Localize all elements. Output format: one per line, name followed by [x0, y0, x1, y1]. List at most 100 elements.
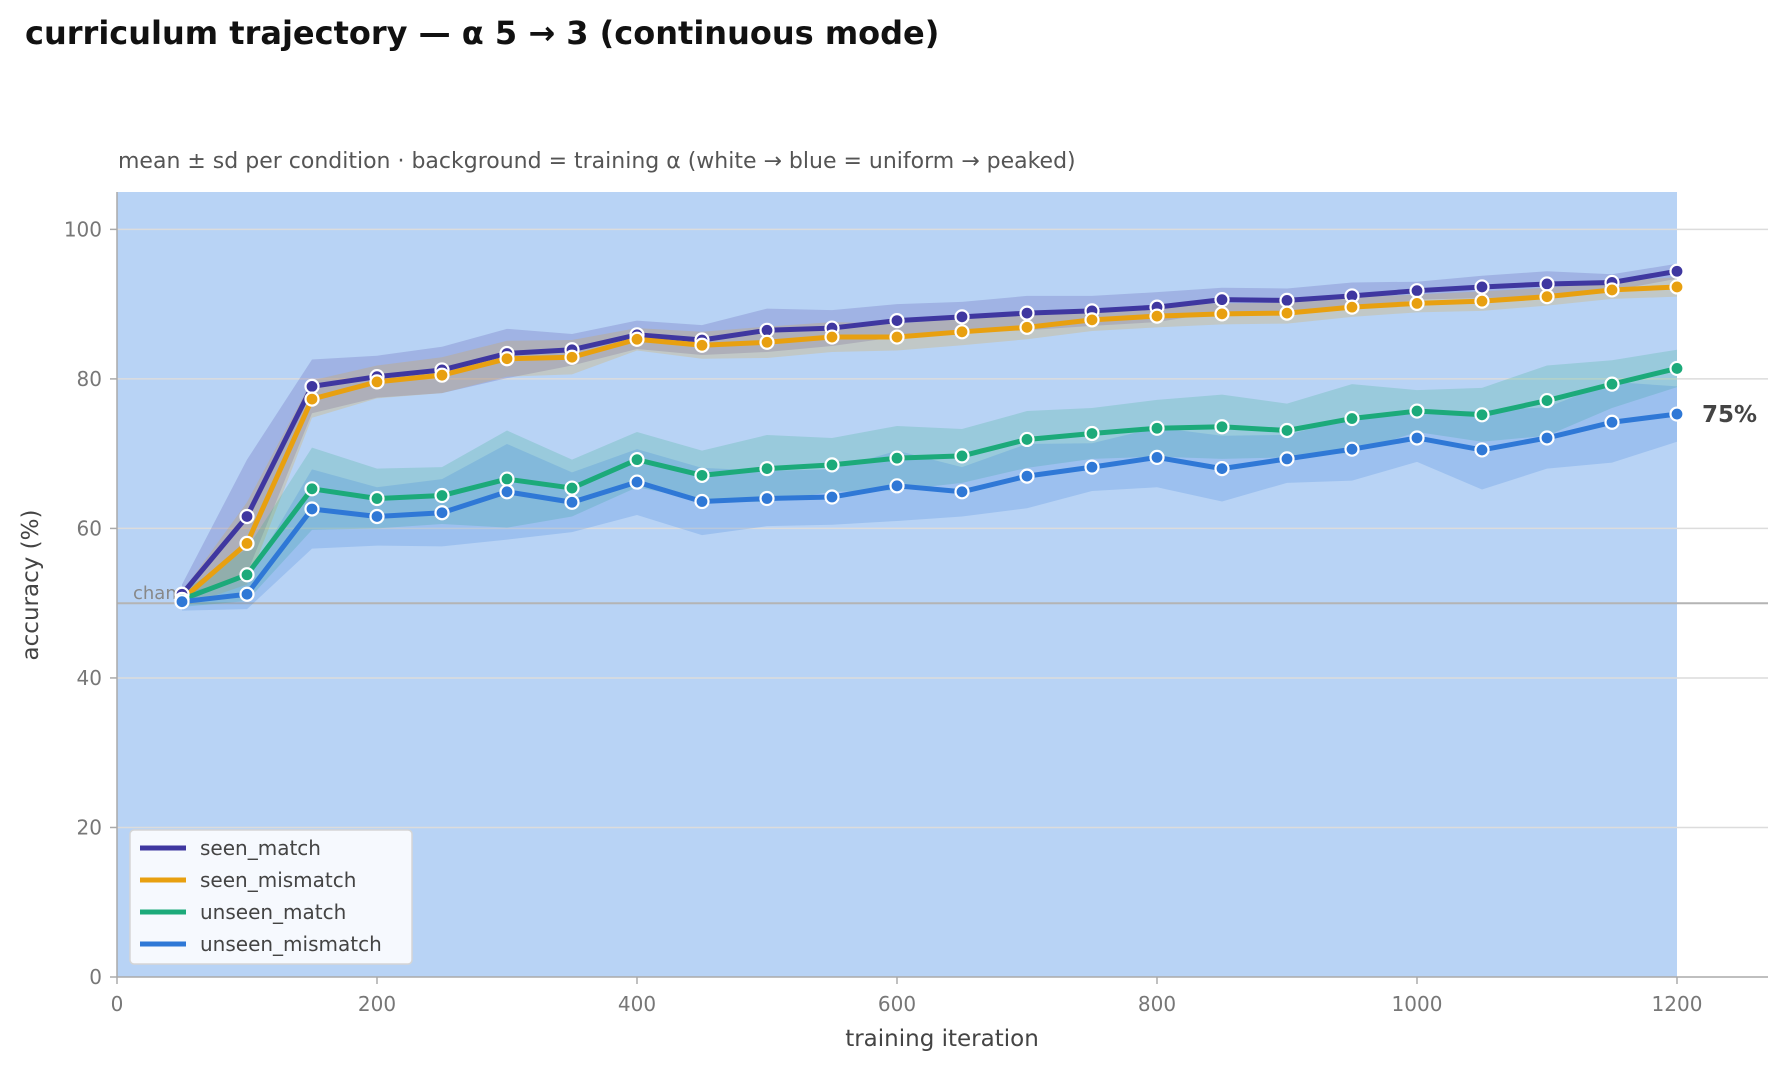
y-tick-label-20: 20 — [77, 815, 102, 839]
chart-subtitle: mean ± sd per condition · background = t… — [118, 149, 1076, 174]
unseen_match-point-1000 — [1409, 403, 1425, 419]
legend-label-unseen_match: unseen_match — [200, 900, 346, 924]
unseen_mismatch-point-200 — [369, 508, 385, 525]
x-tick-label-1200: 1200 — [1652, 992, 1703, 1016]
unseen_mismatch-point-650 — [954, 484, 970, 500]
unseen_match-point-1200 — [1669, 360, 1685, 377]
unseen_match-point-150 — [304, 481, 320, 497]
unseen_match-point-200 — [369, 490, 385, 507]
y-axis-label: accuracy (%) — [18, 510, 44, 661]
seen_match-point-600 — [889, 312, 905, 329]
unseen_match-point-650 — [954, 448, 970, 464]
unseen_match-point-250 — [434, 487, 450, 504]
seen_mismatch-point-500 — [759, 334, 775, 350]
y-tick-label-40: 40 — [77, 666, 102, 690]
unseen_mismatch-point-600 — [889, 478, 905, 494]
unseen_mismatch-point-350 — [564, 494, 580, 510]
unseen_mismatch-point-700 — [1019, 468, 1035, 484]
legend-label-unseen_mismatch: unseen_mismatch — [200, 932, 382, 956]
seen_mismatch-point-350 — [564, 349, 580, 365]
series-lines — [179, 268, 1680, 605]
seen_match-point-1200 — [1669, 263, 1685, 279]
unseen_mismatch-point-750 — [1084, 459, 1100, 475]
seen_mismatch-point-450 — [694, 337, 710, 353]
unseen_mismatch-point-450 — [694, 493, 710, 510]
unseen_mismatch-point-850 — [1214, 461, 1230, 477]
seen_mismatch-point-900 — [1279, 305, 1295, 321]
seen_mismatch-point-100 — [239, 535, 255, 551]
unseen_match-point-350 — [564, 480, 580, 496]
legend-label-seen_mismatch: seen_mismatch — [200, 868, 356, 892]
seen_mismatch-point-1150 — [1604, 282, 1620, 298]
legend: seen_match seen_mismatch unseen_matchunsee… — [129, 829, 413, 965]
unseen_mismatch-point-250 — [434, 505, 450, 521]
unseen_match-point-850 — [1214, 419, 1230, 435]
unseen_mismatch-point-1000 — [1409, 430, 1425, 446]
unseen_mismatch-point-400 — [629, 474, 645, 490]
unseen_match-point-400 — [629, 452, 645, 468]
x-tick-label-200: 200 — [358, 992, 396, 1016]
seen_match-point-1050 — [1474, 279, 1490, 295]
end-annotation: 75% — [1702, 402, 1757, 428]
unseen_match-point-450 — [694, 467, 710, 483]
unseen_mismatch-point-300 — [499, 484, 515, 500]
unseen_match-point-1150 — [1604, 376, 1620, 392]
seen_match-point-650 — [954, 309, 970, 325]
unseen_match-point-100 — [239, 567, 255, 583]
seen_match-point-700 — [1019, 305, 1035, 321]
seen_mismatch-point-600 — [889, 329, 905, 345]
seen_mismatch-point-250 — [434, 367, 450, 383]
unseen_mismatch-line — [179, 411, 1680, 605]
unseen_match-point-900 — [1279, 422, 1295, 439]
seen_match-point-850 — [1214, 292, 1230, 308]
unseen_mismatch-point-550 — [824, 489, 840, 505]
seen_mismatch-point-200 — [369, 374, 385, 390]
y-tick-label-80: 80 — [77, 367, 102, 391]
x-axis-label: training iteration — [845, 1026, 1039, 1052]
unseen_mismatch-point-950 — [1344, 441, 1360, 457]
seen_mismatch-point-800 — [1149, 308, 1165, 324]
seen_mismatch-point-850 — [1214, 306, 1230, 322]
unseen_mismatch-point-1100 — [1539, 430, 1555, 446]
seen_mismatch-point-1050 — [1474, 293, 1490, 309]
chance-label: chance — [133, 583, 198, 604]
x-tick-label-0: 0 — [111, 992, 124, 1016]
seen_match-line — [179, 268, 1680, 597]
y-tick-label-60: 60 — [77, 516, 102, 540]
series-points — [174, 263, 1685, 610]
seen_match-point-1000 — [1409, 283, 1425, 299]
seen_match-point-900 — [1279, 292, 1295, 309]
seen_mismatch-point-300 — [499, 351, 515, 367]
seen_mismatch-point-550 — [824, 329, 840, 345]
unseen_match-point-550 — [824, 457, 840, 473]
seen_mismatch-line — [179, 284, 1680, 602]
unseen_match-point-300 — [499, 471, 515, 487]
x-tick-label-600: 600 — [878, 992, 916, 1016]
seen_mismatch-point-400 — [629, 331, 645, 347]
unseen_match-line — [179, 365, 1680, 602]
unseen_mismatch-point-800 — [1149, 449, 1165, 466]
axes — [116, 192, 1768, 978]
unseen_mismatch-point-50 — [174, 594, 190, 610]
legend-box — [129, 829, 413, 965]
unseen_mismatch-point-150 — [304, 501, 320, 517]
unseen_match-point-800 — [1149, 420, 1165, 436]
x-tick-label-1000: 1000 — [1392, 992, 1443, 1016]
seen_match-point-1100 — [1539, 276, 1555, 292]
seen_mismatch-point-1200 — [1669, 279, 1685, 295]
unseen_mismatch-point-500 — [759, 490, 775, 507]
unseen_mismatch-point-1050 — [1474, 442, 1490, 458]
y-tick-label-100: 100 — [64, 217, 102, 241]
seen_mismatch-point-1000 — [1409, 295, 1425, 311]
unseen_match-point-750 — [1084, 425, 1100, 442]
unseen_mismatch-point-100 — [239, 586, 255, 602]
chart-title: curriculum trajectory — α 5 → 3 (continu… — [25, 14, 940, 52]
y-tick-label-0: 0 — [89, 965, 102, 989]
legend-label-seen_match: seen_match — [200, 836, 321, 860]
unseen_match-point-500 — [759, 461, 775, 477]
seen_mismatch-point-650 — [954, 324, 970, 340]
unseen_mismatch-point-1200 — [1669, 406, 1685, 422]
unseen_mismatch-point-900 — [1279, 451, 1295, 467]
x-tick-label-800: 800 — [1138, 992, 1176, 1016]
